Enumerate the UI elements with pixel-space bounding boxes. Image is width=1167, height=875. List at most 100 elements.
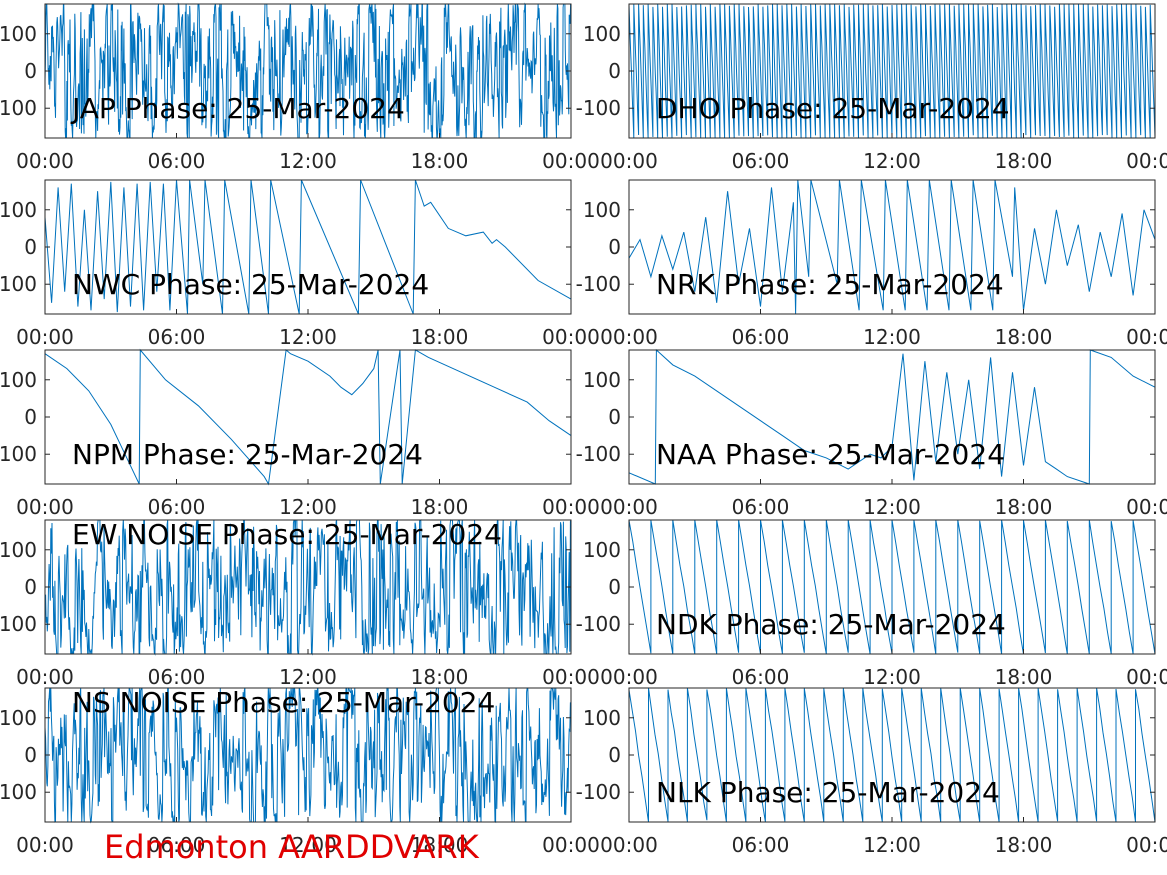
x-tick-label: 00:00 (600, 833, 658, 857)
x-tick-label: 06:00 (732, 149, 790, 173)
x-tick-label: 06:00 (148, 665, 206, 689)
x-tick-label: 00:00 (542, 149, 600, 173)
y-tick-label: 0 (24, 575, 37, 599)
x-tick-label: 00:00 (1126, 833, 1167, 857)
x-tick-label: 06:00 (148, 833, 206, 857)
y-tick-label: 0 (24, 59, 37, 83)
x-tick-label: 18:00 (411, 665, 469, 689)
x-tick-label: 06:00 (732, 833, 790, 857)
phase-series-line (628, 3, 1156, 139)
x-tick-label: 00:00 (542, 665, 600, 689)
x-tick-label: 12:00 (863, 495, 921, 519)
x-tick-label: 12:00 (279, 495, 337, 519)
x-tick-label: 18:00 (995, 833, 1053, 857)
panel-title: DHO Phase: 25-Mar-2024 (656, 92, 1010, 125)
y-tick-label: 100 (583, 198, 621, 222)
phase-panel-7: 100 0 -100 00:00 06:00 12:00 18:00 00:00 EW NOIS… (0, 518, 600, 689)
x-tick-label: 18:00 (995, 495, 1053, 519)
x-tick-label: 18:00 (411, 495, 469, 519)
x-tick-label: 00:00 (16, 665, 74, 689)
x-tick-label: 00:00 (1126, 149, 1167, 173)
phase-panel-9: 100 0 -100 00:00 06:00 12:00 18:00 00:00 NS NOIS… (0, 686, 600, 857)
x-tick-label: 12:00 (863, 325, 921, 349)
panel-title: NDK Phase: 25-Mar-2024 (656, 608, 1006, 641)
phase-series-line (44, 2, 572, 139)
x-tick-label: 00:00 (1126, 325, 1167, 349)
y-tick-label: -100 (0, 612, 37, 636)
x-tick-label: 18:00 (995, 665, 1053, 689)
y-tick-label: -100 (576, 442, 621, 466)
x-tick-label: 12:00 (279, 149, 337, 173)
y-tick-label: 0 (608, 405, 621, 429)
y-tick-label: 0 (608, 743, 621, 767)
x-tick-label: 00:00 (16, 495, 74, 519)
y-tick-label: -100 (0, 780, 37, 804)
y-tick-label: -100 (0, 272, 37, 296)
phase-panel-10: 100 0 -100 00:00 06:00 12:00 18:00 00:00 NLK Pha… (576, 687, 1167, 857)
phase-series-line (628, 348, 1156, 485)
panel-title: NRK Phase: 25-Mar-2024 (656, 268, 1004, 301)
x-tick-label: 00:00 (600, 665, 658, 689)
panel-title: NPM Phase: 25-Mar-2024 (72, 438, 423, 471)
x-tick-label: 00:00 (542, 833, 600, 857)
x-tick-label: 12:00 (863, 665, 921, 689)
y-tick-label: 100 (583, 706, 621, 730)
phase-series-line (44, 348, 572, 486)
x-tick-label: 06:00 (732, 325, 790, 349)
x-tick-label: 18:00 (995, 325, 1053, 349)
panel-title: JAP Phase: 25-Mar-2024 (70, 92, 405, 125)
phase-series-line (628, 519, 1156, 655)
x-tick-label: 12:00 (863, 833, 921, 857)
panel-title: EW NOISE Phase: 25-Mar-2024 (72, 518, 502, 551)
x-tick-label: 00:00 (600, 325, 658, 349)
y-tick-label: 0 (608, 235, 621, 259)
x-tick-label: 00:00 (16, 149, 74, 173)
y-tick-label: 0 (24, 235, 37, 259)
phase-series-line (44, 519, 572, 656)
y-tick-label: 0 (608, 59, 621, 83)
y-tick-label: 0 (24, 743, 37, 767)
y-tick-label: -100 (576, 96, 621, 120)
x-tick-label: 18:00 (411, 325, 469, 349)
x-tick-label: 06:00 (148, 325, 206, 349)
x-tick-label: 12:00 (279, 325, 337, 349)
panel-title: NLK Phase: 25-Mar-2024 (656, 776, 1000, 809)
phase-panel-6: 100 0 -100 00:00 06:00 12:00 18:00 00:00 NAA Pha… (576, 348, 1167, 519)
x-tick-label: 12:00 (279, 833, 337, 857)
x-tick-label: 00:00 (542, 495, 600, 519)
x-tick-label: 06:00 (732, 665, 790, 689)
phase-panel-8: 100 0 -100 00:00 06:00 12:00 18:00 00:00 NDK Pha… (576, 519, 1167, 689)
y-tick-label: 100 (0, 22, 37, 46)
y-tick-label: 0 (608, 575, 621, 599)
y-tick-label: 100 (583, 22, 621, 46)
x-tick-label: 00:00 (600, 149, 658, 173)
x-tick-label: 00:00 (1126, 665, 1167, 689)
x-tick-label: 06:00 (732, 495, 790, 519)
x-tick-label: 06:00 (148, 149, 206, 173)
x-tick-label: 18:00 (411, 149, 469, 173)
x-tick-label: 18:00 (411, 833, 469, 857)
y-tick-label: -100 (0, 442, 37, 466)
panel-title: NAA Phase: 25-Mar-2024 (656, 438, 1005, 471)
phase-series-line (44, 179, 572, 315)
phase-series-line (628, 687, 1156, 823)
y-tick-label: -100 (576, 612, 621, 636)
panel-title: NS NOISE Phase: 25-Mar-2024 (72, 686, 495, 719)
x-tick-label: 06:00 (148, 495, 206, 519)
x-tick-label: 12:00 (279, 665, 337, 689)
phase-series-line (44, 687, 572, 824)
x-tick-label: 00:00 (16, 833, 74, 857)
phase-panel-3: 100 0 -100 00:00 06:00 12:00 18:00 00:00 NWC Pha… (0, 179, 600, 349)
x-tick-label: 18:00 (995, 149, 1053, 173)
y-tick-label: -100 (576, 780, 621, 804)
y-tick-label: 100 (0, 706, 37, 730)
y-tick-label: 100 (0, 198, 37, 222)
phase-panel-5: 100 0 -100 00:00 06:00 12:00 18:00 00:00 NPM Pha… (0, 348, 600, 519)
x-tick-label: 12:00 (863, 149, 921, 173)
phase-panel-4: 100 0 -100 00:00 06:00 12:00 18:00 00:00 NRK Pha… (576, 179, 1167, 349)
x-tick-label: 00:00 (1126, 495, 1167, 519)
y-tick-label: -100 (0, 96, 37, 120)
phase-panel-2: 100 0 -100 00:00 06:00 12:00 18:00 00:00 DHO Pha… (576, 3, 1167, 173)
x-tick-label: 00:00 (600, 495, 658, 519)
